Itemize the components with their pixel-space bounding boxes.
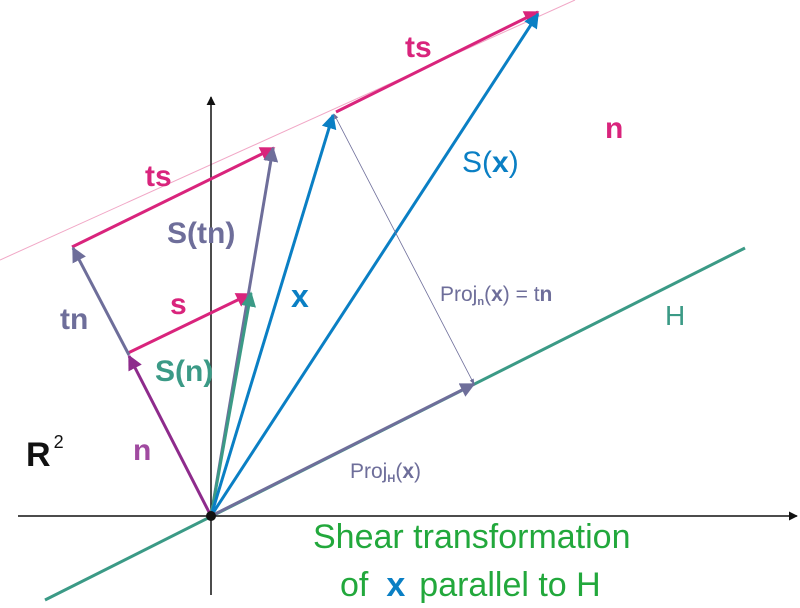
caption-line-2: of x parallel to H: [340, 566, 601, 604]
tn-label: tn: [60, 303, 88, 336]
proj-n-label: Projn(x) = tn: [440, 283, 552, 308]
shear-line: [0, 0, 576, 261]
s-of-x-label: S(x): [462, 146, 519, 179]
s-label: s: [170, 288, 187, 321]
ts-vector-top: [335, 10, 540, 114]
s-of-tn-label: S(tn): [167, 217, 235, 250]
s-vector: [127, 292, 252, 355]
proj-h-label: ProjH(x): [350, 460, 421, 485]
caption-line-1: Shear transformation: [313, 518, 631, 556]
n-vector-label: n: [133, 434, 151, 467]
x-vector: [209, 113, 337, 517]
s-n-vector: [209, 291, 256, 517]
h-label: H: [665, 300, 685, 331]
s-of-n-label: S(n): [155, 355, 213, 388]
origin-dot: [206, 511, 216, 521]
proj-n-arrow: [333, 113, 475, 385]
s-x-vector: [209, 12, 540, 517]
proj-h-vector: [210, 382, 476, 518]
tn-vector: [71, 246, 131, 356]
x-label: x: [291, 278, 309, 314]
ts-vector-left: [71, 146, 276, 249]
n-label-top-right: n: [605, 112, 623, 145]
n-vector: [127, 354, 213, 517]
ts-label-left: ts: [145, 160, 172, 193]
ts-label-top: ts: [405, 31, 432, 64]
